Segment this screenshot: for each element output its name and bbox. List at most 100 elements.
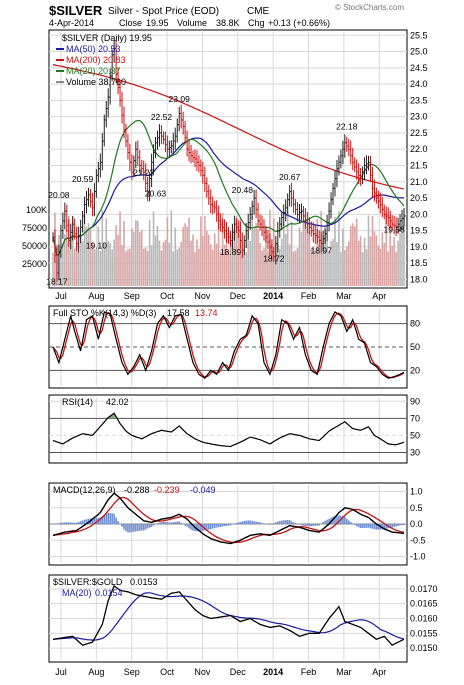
price-annotation: 20.63 (145, 188, 167, 198)
volume-bar (158, 240, 161, 286)
volume-bar (64, 234, 66, 286)
volume-bar (308, 230, 311, 286)
volume-bar (182, 226, 184, 286)
ma50-line (52, 137, 405, 256)
volume-bar (377, 245, 380, 286)
volume-bar (387, 251, 390, 286)
macd-histogram-bar (363, 524, 366, 528)
volume-bar (361, 252, 364, 286)
macd-histogram-bar (284, 520, 287, 524)
macd-histogram-bar (383, 524, 386, 530)
macd-histogram-bar (257, 521, 259, 524)
exchange-label: CME (247, 6, 270, 17)
macd-histogram-bar (334, 515, 336, 524)
macd-histogram-bar (349, 522, 352, 524)
volume-bar (312, 246, 315, 286)
macd-histogram-bar (314, 524, 317, 526)
macd-histogram-bar (273, 523, 275, 524)
volume-bar (186, 226, 188, 286)
volume-axis-label: 100K (26, 205, 47, 215)
volume-bar (223, 244, 226, 286)
volume-bar (316, 218, 319, 286)
volume-bar (85, 227, 88, 286)
macd-histogram-bar (58, 523, 60, 524)
macd-histogram-bar (54, 523, 56, 525)
macd-histogram-bar (150, 524, 153, 527)
macd-histogram-bar (397, 524, 399, 526)
macd-histogram-bar (117, 520, 119, 524)
volume-bar (101, 210, 104, 286)
macd-histogram-bar (276, 521, 279, 524)
macd-histogram-bar (182, 524, 184, 525)
volume-bar (140, 229, 143, 286)
price-y-tick-label: 20.0 (410, 209, 428, 219)
macd-histogram-bar (255, 521, 257, 524)
macd-histogram-bar (158, 522, 161, 524)
volume-bar (192, 234, 194, 286)
macd-histogram-bar (115, 517, 117, 524)
macd-histogram-bar (215, 524, 218, 528)
ratio-value: 0.0153 (130, 577, 158, 587)
macd-histogram-bar (361, 524, 364, 528)
volume-bar (129, 248, 131, 286)
volume-bar (93, 249, 96, 286)
volume-bar (347, 241, 350, 286)
macd-histogram-bar (304, 524, 307, 527)
volume-bar (217, 212, 220, 286)
macd-histogram-bar (359, 524, 362, 528)
macd-histogram-bar (172, 522, 175, 524)
x-tick-label: Mar (336, 291, 352, 301)
volume-bar (62, 242, 64, 286)
price-annotation: 20.08 (48, 190, 70, 200)
volume-bar (397, 240, 399, 286)
x-tick-label: Dec (230, 667, 247, 677)
macd-histogram-bar (267, 524, 269, 525)
volume-bar (383, 242, 386, 286)
macd-y-tick-label: -1.0 (410, 552, 426, 562)
legend-entry: MA(50) 20.53 (66, 44, 121, 54)
macd-histogram-bar (302, 524, 305, 526)
x-tick-label: Apr (372, 667, 386, 677)
macd-histogram-bar (306, 524, 309, 527)
volume-bar (344, 249, 346, 286)
macd-histogram-bar (60, 522, 62, 524)
volume-bar (227, 251, 230, 286)
volume-bar (381, 232, 384, 286)
macd-histogram-bar (245, 520, 248, 524)
rsi-legend-main: RSI(14) (62, 397, 93, 407)
macd-histogram-bar (209, 524, 212, 530)
ratio-y-tick-label: 0.0165 (410, 599, 438, 609)
volume-bar (71, 217, 74, 286)
macd-y-tick-label: 0.0 (410, 519, 423, 529)
macd-histogram-bar (265, 524, 267, 525)
x-tick-label: Mar (336, 667, 352, 677)
macd-histogram-bar (105, 513, 108, 524)
x-tick-label: Dec (230, 291, 247, 301)
macd-histogram-bar (365, 524, 368, 528)
volume-bar (154, 235, 157, 286)
macd-histogram-bar (66, 522, 68, 524)
volume-bar (69, 235, 72, 286)
volume-bar (194, 252, 196, 286)
macd-histogram-bar (300, 524, 303, 526)
volume-bar (156, 225, 159, 286)
volume-bar (278, 248, 281, 286)
volume-bar (160, 250, 163, 286)
close-value: 19.95 (146, 18, 169, 28)
volume-bar (166, 217, 169, 286)
volume-bar (357, 240, 360, 286)
macd-histogram-bar (282, 520, 285, 524)
volume-bar (267, 250, 269, 286)
volume-bar (81, 240, 84, 286)
volume-bar (146, 250, 149, 286)
macd-histogram-bar (223, 524, 226, 527)
volume-bar (241, 248, 244, 286)
sto-y-tick-label: 20 (410, 365, 420, 375)
macd-histogram-bar (87, 518, 90, 524)
volume-bar (318, 245, 321, 286)
macd-histogram-bar (351, 523, 354, 524)
macd-histogram-bar (227, 524, 230, 526)
macd-histogram-bar (133, 524, 135, 532)
macd-histogram-bar (401, 524, 403, 526)
volume-axis-label: 25000 (22, 259, 47, 269)
